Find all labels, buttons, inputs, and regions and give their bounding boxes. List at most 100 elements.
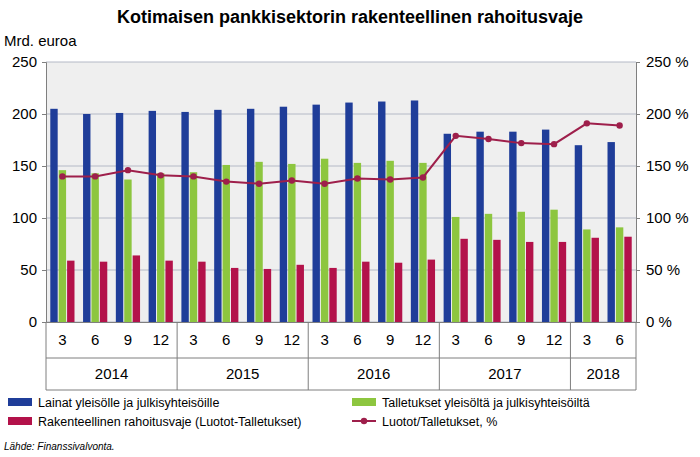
y-tick-label: 250 bbox=[12, 53, 37, 70]
x-group-label: 2015 bbox=[226, 365, 259, 382]
bar bbox=[354, 163, 361, 322]
x-tick: 3 bbox=[320, 322, 328, 348]
line-series bbox=[59, 120, 623, 187]
y-tick: 150 bbox=[12, 157, 46, 174]
x-tick: 6 bbox=[353, 322, 361, 348]
grid bbox=[46, 62, 636, 322]
line-marker bbox=[125, 167, 131, 173]
x-tick-label: 12 bbox=[283, 331, 300, 348]
y-axis-title: Mrd. euroa bbox=[4, 32, 77, 49]
x-tick: 3 bbox=[583, 322, 591, 348]
title: Kotimaisen pankkisektorin rakenteellinen… bbox=[117, 7, 583, 27]
legend-label: Lainat yleisölle ja julkisyhteisöille bbox=[38, 396, 219, 410]
y2-tick-label: 200 % bbox=[646, 105, 689, 122]
bar bbox=[518, 212, 525, 322]
x-group-label: 2016 bbox=[357, 365, 390, 382]
x-tick: 9 bbox=[255, 322, 263, 348]
bar-series bbox=[59, 159, 624, 322]
bar bbox=[378, 102, 385, 322]
bar-series bbox=[50, 100, 615, 322]
bar bbox=[181, 112, 188, 322]
x-tick: 12 bbox=[415, 322, 432, 348]
group-separator bbox=[439, 322, 440, 390]
source: Lähde: Finanssivalvonta. bbox=[4, 441, 115, 452]
legend-swatch bbox=[352, 398, 376, 406]
x-tick-label: 9 bbox=[255, 331, 263, 348]
bar bbox=[280, 107, 287, 322]
plot-area bbox=[50, 100, 631, 322]
line-marker bbox=[354, 175, 360, 181]
y2-tick: 50 % bbox=[636, 261, 680, 278]
y-tick-mark bbox=[42, 218, 46, 219]
line-marker bbox=[321, 180, 327, 186]
y-tick: 50 bbox=[20, 261, 46, 278]
bar bbox=[231, 268, 238, 322]
bar bbox=[124, 180, 131, 322]
bar bbox=[329, 268, 336, 322]
bar bbox=[616, 227, 623, 322]
bar bbox=[100, 262, 107, 322]
group-divider bbox=[46, 358, 636, 359]
group-separator bbox=[636, 322, 637, 390]
y-tick-label: 0 bbox=[29, 313, 37, 330]
x-group-label: 2018 bbox=[587, 365, 620, 382]
bar bbox=[264, 269, 271, 322]
x-tick: 6 bbox=[484, 322, 492, 348]
y2-tick: 100 % bbox=[636, 209, 689, 226]
bar bbox=[444, 134, 451, 322]
y2-tick: 0 % bbox=[636, 313, 672, 330]
legend-label: Luotot/Talletukset, % bbox=[382, 415, 497, 429]
legend-label: Talletukset yleisöltä ja julkisyhteisöil… bbox=[382, 396, 590, 410]
bar bbox=[165, 261, 172, 322]
y2-tick-label: 250 % bbox=[646, 53, 689, 70]
bar bbox=[559, 242, 566, 322]
bar bbox=[428, 260, 435, 322]
x-tick: 3 bbox=[452, 322, 460, 348]
bar bbox=[157, 173, 164, 322]
y-tick-label: 150 bbox=[12, 157, 37, 174]
y-tick-mark bbox=[42, 114, 46, 115]
line-marker bbox=[387, 176, 393, 182]
y2-tick-mark bbox=[636, 270, 640, 271]
y-tick-mark bbox=[42, 166, 46, 167]
x-tick-label: 3 bbox=[320, 331, 328, 348]
y2-tick-label: 150 % bbox=[646, 157, 689, 174]
legend-item: Luotot/Talletukset, % bbox=[352, 415, 497, 429]
bar bbox=[91, 173, 98, 322]
y-axis: 0 50 100 150 200 250 bbox=[12, 53, 47, 330]
x-tick-label: 9 bbox=[124, 331, 132, 348]
line-marker bbox=[551, 141, 557, 147]
bar bbox=[214, 110, 221, 322]
line-marker bbox=[420, 174, 426, 180]
bar bbox=[255, 162, 262, 322]
bar bbox=[190, 172, 197, 322]
y-tick-mark bbox=[42, 62, 46, 63]
x-group-label: 2017 bbox=[488, 365, 521, 382]
y-tick-label: 100 bbox=[12, 209, 37, 226]
x-tick-label: 3 bbox=[189, 331, 197, 348]
y2-axis: 0 % 50 % 100 % 150 % 200 % 250 % bbox=[636, 53, 689, 330]
bar bbox=[395, 263, 402, 322]
x-tick-label: 3 bbox=[583, 331, 591, 348]
bar bbox=[386, 161, 393, 322]
chart: 0 50 100 150 200 250 0 % 50 % 100 % 150 % 200 % 250… bbox=[0, 0, 700, 457]
bar bbox=[297, 265, 304, 322]
bar bbox=[67, 261, 74, 322]
y-tick-mark bbox=[42, 322, 46, 323]
x-tick-label: 6 bbox=[222, 331, 230, 348]
group-separator bbox=[308, 322, 309, 390]
legend-item: Lainat yleisölle ja julkisyhteisöille bbox=[8, 396, 219, 410]
y-tick-label: 200 bbox=[12, 105, 37, 122]
x-tick-label: 12 bbox=[152, 331, 169, 348]
y2-tick-mark bbox=[636, 166, 640, 167]
bar bbox=[50, 109, 57, 322]
bar bbox=[116, 113, 123, 322]
x-tick-label: 3 bbox=[452, 331, 460, 348]
x-tick: 12 bbox=[283, 322, 300, 348]
x-tick-label: 6 bbox=[91, 331, 99, 348]
bar bbox=[419, 163, 426, 322]
bar bbox=[59, 170, 66, 322]
legend-item: Rakenteellinen rahoitusvaje (Luotot-Tall… bbox=[8, 415, 301, 429]
bar bbox=[345, 103, 352, 322]
line-marker bbox=[59, 173, 65, 179]
